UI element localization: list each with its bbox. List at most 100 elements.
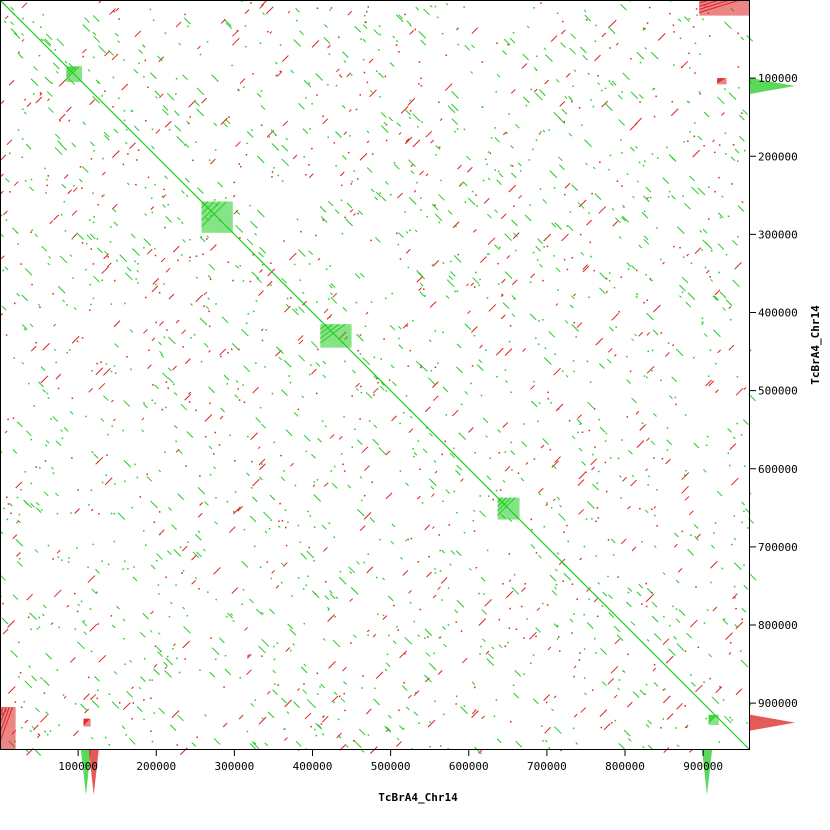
reverse-match bbox=[24, 719, 29, 724]
reverse-match bbox=[259, 4, 264, 9]
reverse-match bbox=[66, 604, 70, 608]
reverse-match bbox=[195, 409, 197, 412]
forward-match bbox=[92, 221, 95, 224]
reverse-match bbox=[104, 477, 113, 486]
reverse-match bbox=[366, 566, 374, 574]
forward-match bbox=[707, 375, 710, 377]
reverse-match bbox=[547, 397, 550, 400]
reverse-match bbox=[112, 106, 114, 108]
reverse-match bbox=[139, 496, 142, 498]
reverse-match bbox=[363, 512, 372, 520]
forward-match bbox=[134, 260, 136, 263]
forward-match bbox=[184, 143, 190, 148]
forward-match bbox=[124, 302, 126, 305]
forward-match bbox=[360, 499, 363, 502]
forward-match bbox=[40, 38, 44, 42]
forward-match bbox=[701, 323, 703, 325]
reverse-match bbox=[203, 305, 205, 307]
forward-match bbox=[143, 238, 152, 246]
forward-match bbox=[727, 215, 730, 218]
reverse-match bbox=[237, 88, 239, 91]
forward-match bbox=[136, 476, 139, 479]
forward-match bbox=[522, 53, 529, 61]
forward-match bbox=[515, 740, 523, 748]
forward-match bbox=[329, 593, 336, 600]
reverse-match bbox=[712, 606, 718, 612]
reverse-match bbox=[71, 397, 74, 400]
forward-match bbox=[657, 157, 659, 159]
forward-match bbox=[709, 349, 712, 351]
reverse-match bbox=[84, 708, 90, 714]
reverse-match bbox=[597, 74, 599, 77]
reverse-match bbox=[627, 505, 631, 510]
reverse-match bbox=[90, 248, 92, 250]
forward-match bbox=[24, 471, 27, 473]
forward-match bbox=[167, 203, 169, 206]
forward-match bbox=[509, 164, 513, 167]
forward-match bbox=[526, 25, 530, 29]
forward-match bbox=[143, 402, 145, 404]
reverse-match bbox=[524, 583, 527, 585]
reverse-match bbox=[395, 44, 398, 46]
reverse-match bbox=[279, 70, 282, 73]
forward-match bbox=[6, 518, 9, 521]
reverse-match bbox=[110, 399, 114, 403]
forward-match bbox=[38, 616, 41, 619]
reverse-match bbox=[677, 568, 683, 573]
forward-match bbox=[559, 504, 562, 508]
forward-match bbox=[241, 561, 249, 568]
reverse-match bbox=[607, 678, 615, 685]
reverse-match bbox=[501, 278, 506, 284]
reverse-match bbox=[434, 366, 437, 369]
forward-match bbox=[632, 691, 640, 699]
reverse-match bbox=[561, 233, 569, 242]
forward-match bbox=[209, 671, 216, 678]
reverse-match bbox=[208, 325, 211, 328]
forward-match bbox=[246, 238, 254, 246]
reverse-match bbox=[703, 145, 705, 147]
reverse-match bbox=[316, 7, 319, 9]
forward-match bbox=[63, 200, 66, 203]
forward-match bbox=[742, 419, 749, 425]
forward-match bbox=[50, 418, 52, 420]
reverse-match bbox=[220, 19, 226, 24]
reverse-match bbox=[437, 670, 443, 675]
forward-match bbox=[298, 249, 306, 257]
reverse-match bbox=[737, 32, 739, 35]
forward-match bbox=[456, 511, 458, 514]
reverse-match bbox=[206, 238, 208, 240]
reverse-match bbox=[316, 672, 319, 675]
reverse-match bbox=[577, 414, 582, 419]
forward-match bbox=[44, 76, 52, 84]
reverse-match bbox=[210, 637, 212, 639]
forward-match bbox=[718, 271, 720, 274]
forward-match bbox=[583, 648, 586, 650]
reverse-match bbox=[729, 641, 732, 644]
forward-match bbox=[330, 292, 333, 296]
forward-match bbox=[573, 613, 575, 615]
reverse-match bbox=[191, 554, 197, 561]
forward-match bbox=[125, 734, 127, 736]
forward-match bbox=[149, 72, 157, 79]
forward-match bbox=[18, 676, 20, 678]
forward-match bbox=[272, 669, 276, 674]
forward-match bbox=[463, 531, 466, 534]
forward-match bbox=[34, 549, 39, 553]
reverse-match bbox=[246, 653, 252, 659]
reverse-match bbox=[199, 475, 201, 477]
forward-match bbox=[600, 648, 607, 655]
forward-match bbox=[322, 638, 326, 641]
reverse-match bbox=[441, 453, 443, 456]
forward-match bbox=[672, 605, 674, 608]
forward-match bbox=[592, 453, 594, 456]
forward-match bbox=[542, 740, 544, 742]
forward-match bbox=[577, 202, 585, 209]
forward-match bbox=[186, 615, 189, 617]
reverse-match bbox=[709, 677, 711, 680]
forward-match bbox=[151, 679, 154, 681]
forward-match bbox=[669, 624, 671, 627]
reverse-match bbox=[168, 293, 175, 300]
reverse-match bbox=[538, 132, 541, 135]
reverse-match bbox=[18, 51, 20, 54]
forward-match bbox=[127, 568, 129, 570]
